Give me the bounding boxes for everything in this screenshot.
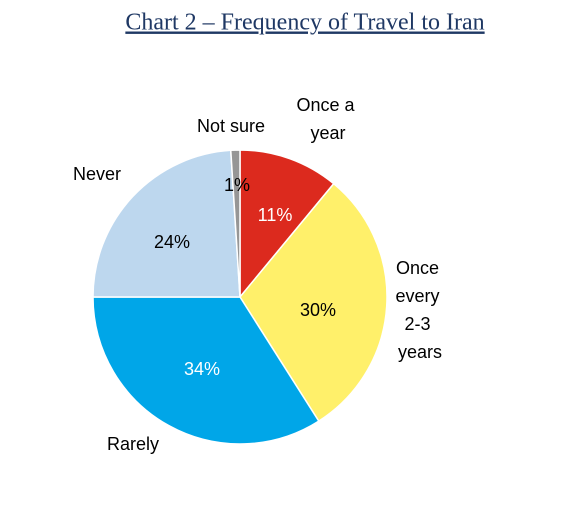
category-label: Once every 2-3 years <box>395 258 444 362</box>
pie-slice <box>92 149 241 298</box>
pie-slice <box>239 149 335 300</box>
value-label: 34% <box>184 359 220 379</box>
label-line: Not sure <box>197 116 265 136</box>
label-line: Once <box>396 258 444 278</box>
value-label: 1% <box>224 175 250 195</box>
category-label: Never <box>73 164 121 184</box>
label-line: years <box>398 342 442 362</box>
category-label: Once a year <box>296 95 359 143</box>
label-line: Once a <box>296 95 359 115</box>
pie-slice <box>239 182 388 423</box>
chart-title: Chart 2 – Frequency of Travel to Iran <box>125 10 484 36</box>
label-line: Rarely <box>107 434 159 454</box>
label-line: every <box>395 286 444 306</box>
label-line: 2-3 <box>404 314 435 334</box>
value-label: 11% <box>258 205 293 225</box>
pie-slice <box>92 296 320 445</box>
label-line: year <box>310 123 345 143</box>
pie-slice <box>229 149 241 298</box>
value-label: 24% <box>154 232 190 252</box>
label-line: Never <box>73 164 121 184</box>
category-label: Rarely <box>107 434 159 454</box>
value-label: 30% <box>300 300 336 320</box>
category-label: Not sure <box>197 116 265 136</box>
